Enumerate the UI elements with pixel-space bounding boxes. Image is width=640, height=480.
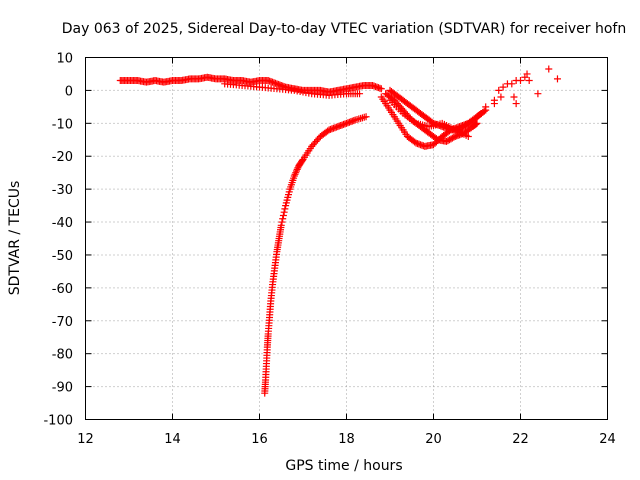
tick-labels: 12 14 16 18 20 22 24-100-90-80-70-60-50-40-30-…	[43, 52, 615, 448]
series-group	[482, 65, 561, 111]
y-tick-label: -60	[52, 282, 73, 297]
data-point	[280, 208, 288, 216]
axis-ticks	[85, 57, 608, 420]
data-point	[291, 170, 299, 178]
data-point	[545, 65, 553, 73]
data-point	[499, 83, 507, 91]
data-point	[362, 113, 370, 121]
y-tick-label: -10	[52, 117, 73, 132]
data-point	[279, 211, 287, 219]
data-point	[510, 93, 518, 101]
y-tick-label: 0	[65, 84, 73, 99]
data-point	[508, 80, 516, 88]
y-tick-label: 10	[56, 52, 73, 67]
series-group	[261, 113, 370, 397]
series-group	[221, 80, 364, 99]
chart-title: Day 063 of 2025, Sidereal Day-to-day VTE…	[62, 21, 626, 37]
y-tick-label: -30	[52, 183, 73, 198]
x-tick-label: 14	[164, 432, 181, 447]
y-tick-label: -40	[52, 216, 73, 231]
y-tick-label: -100	[43, 414, 73, 429]
data-point	[497, 93, 505, 101]
grid	[85, 57, 608, 420]
data-point	[523, 70, 531, 78]
y-tick-label: -20	[52, 150, 73, 165]
data-point	[292, 169, 300, 177]
data-point	[293, 165, 301, 173]
data-points	[116, 65, 561, 397]
y-tick-label: -90	[52, 381, 73, 396]
x-tick-label: 22	[512, 432, 529, 447]
data-point	[356, 90, 364, 98]
data-point	[290, 172, 298, 180]
data-point	[553, 75, 561, 83]
y-tick-label: -50	[52, 249, 73, 264]
data-point	[480, 107, 488, 115]
data-point	[278, 218, 286, 226]
data-point	[281, 205, 289, 213]
data-point	[517, 77, 524, 85]
data-point	[495, 86, 503, 94]
x-tick-label: 24	[599, 432, 616, 447]
x-tick-label: 20	[425, 432, 442, 447]
data-point	[464, 132, 472, 140]
data-point	[512, 100, 520, 108]
plot-frame	[85, 57, 608, 420]
y-tick-label: -70	[52, 315, 73, 330]
x-axis-title: GPS time / hours	[285, 458, 402, 474]
data-point	[525, 77, 533, 85]
data-point	[292, 167, 300, 175]
data-point	[490, 96, 498, 104]
data-point	[534, 90, 542, 98]
data-point	[277, 221, 285, 229]
series-group	[386, 96, 472, 140]
y-axis-title: SDTVAR / TECUs	[7, 181, 23, 296]
data-point	[377, 85, 385, 93]
data-point	[279, 215, 287, 223]
data-point	[473, 119, 481, 127]
x-tick-label: 18	[338, 432, 355, 447]
data-point	[482, 103, 490, 111]
x-tick-label: 16	[251, 432, 268, 447]
x-tick-label: 12	[77, 432, 94, 447]
y-tick-label: -80	[52, 348, 73, 363]
